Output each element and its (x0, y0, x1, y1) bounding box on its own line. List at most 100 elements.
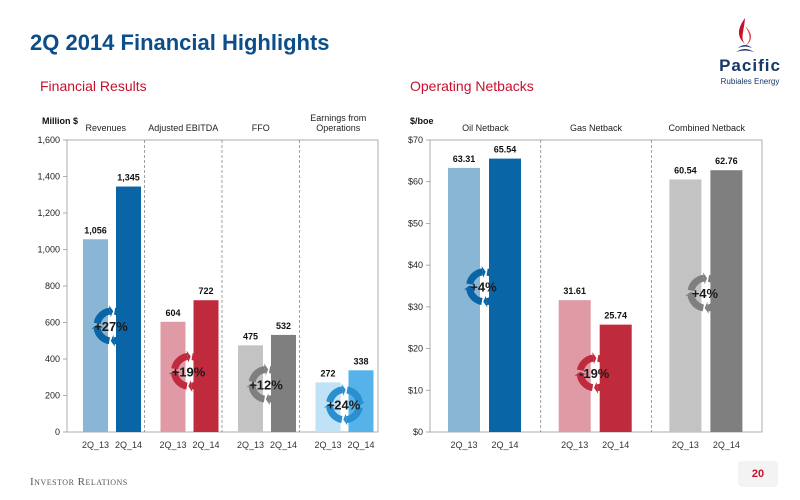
chart0-group1-value-label-1: 722 (198, 286, 213, 296)
chart0-group1-arrowhead-icon (188, 380, 193, 393)
chart0-group0-name: Revenues (85, 123, 126, 133)
chart1-group0-arrowhead-icon (481, 266, 486, 278)
chart1-group2-cycle-arrow-icon (687, 274, 705, 292)
chart1-group2-x-tick-label-1: 2Q_14 (713, 440, 740, 450)
chart0-group2-x-tick-label-0: 2Q_13 (237, 440, 264, 450)
chart0-group1-value-label-0: 604 (165, 308, 180, 318)
chart0-group0-value-label-0: 1,056 (84, 225, 107, 235)
chart1-group2-cycle-arrow-icon (707, 274, 725, 292)
chart0-group2-name: FFO (252, 123, 270, 133)
chart1-group1-cycle-arrow-icon (596, 354, 614, 372)
chart1-group0-arrowhead-icon (463, 285, 476, 290)
chart1-group0-x-tick-label-0: 2Q_13 (450, 440, 477, 450)
chart0-y-tick-label: 1,000 (37, 245, 60, 255)
chart0-group3-cycle-arrow-icon (326, 386, 344, 404)
chart0-group3-name-line2: Operations (316, 123, 361, 133)
chart1-group2-arrowhead-icon (704, 302, 709, 314)
chart0-y-tick-label: 600 (45, 318, 60, 328)
page-number: 20 (738, 461, 778, 487)
chart0-group3-arrowhead-icon (341, 383, 346, 396)
chart1-group2-value-label-1: 62.76 (715, 156, 738, 166)
chart0-group1-arrowhead-icon (168, 370, 181, 375)
footer-label: Investor Relations (30, 476, 128, 488)
chart1-y-axis-label: $/boe (410, 116, 434, 126)
chart0-group0-cycle-arrow-icon (113, 327, 131, 345)
chart0-group1-cycle-arrow-icon (171, 372, 188, 390)
chart0-group2-cycle-arrow-icon (248, 366, 266, 383)
chart0-group3-cycle-arrow-icon (346, 386, 363, 404)
chart1-group1-x-tick-label-1: 2Q_14 (602, 440, 629, 450)
chart0-group0-arrowhead-icon (120, 323, 133, 328)
chart0-group0-change-label: +27% (94, 319, 128, 334)
chart0-y-tick-label: 1,200 (37, 208, 60, 218)
chart0-group1-cycle-arrow-icon (191, 353, 208, 371)
chart0-group2-value-label-1: 532 (276, 321, 291, 331)
chart0-group1-x-tick-label-0: 2Q_13 (159, 440, 186, 450)
chart0-y-tick-label: 400 (45, 354, 60, 364)
chart1-y-tick-label: $30 (408, 302, 423, 312)
chart1-group0-cycle-arrow-icon (485, 288, 503, 306)
chart0-group2-arrowhead-icon (246, 383, 259, 388)
chart0-group2-cycle-arrow-icon (248, 385, 266, 403)
chart1-group1-value-label-1: 25.74 (604, 311, 627, 321)
chart1-plot-frame (429, 139, 763, 433)
chart1-group1-cycle-arrow-icon (576, 374, 594, 392)
chart1-group0-cycle-arrow-icon (466, 268, 484, 286)
chart0-group2-change-label: +12% (249, 377, 283, 392)
chart1-y-tick-label: $10 (408, 385, 423, 395)
chart1-y-tick-label: $60 (408, 177, 423, 187)
chart0-group1-arrowhead-icon (186, 350, 191, 363)
chart1-group1-cycle-arrow-icon (576, 354, 594, 372)
chart1-group1-value-label-0: 31.61 (563, 286, 586, 296)
chart1-group0-cycle-arrow-icon (486, 268, 503, 286)
chart0-group0-value-label-1: 1,345 (117, 173, 140, 183)
chart1-group1-change-label: -19% (579, 366, 610, 381)
chart0-group2-x-tick-label-1: 2Q_14 (270, 440, 297, 450)
chart0-group3-arrowhead-icon (323, 403, 336, 408)
chart1-group1-arrowhead-icon (594, 381, 599, 394)
chart1-group2-arrowhead-icon (685, 291, 697, 296)
chart0-y-axis-label: Million $ (42, 116, 78, 126)
chart1-group0-arrowhead-icon (483, 295, 488, 308)
chart1-y-tick-label: $20 (408, 344, 423, 354)
chart1-group0-cycle-arrow-icon (466, 287, 483, 305)
chart0-group3-x-tick-label-1: 2Q_14 (347, 440, 374, 450)
chart0-group3-change-label: +24% (327, 398, 361, 413)
chart1-group2-value-label-0: 60.54 (674, 165, 697, 175)
logo-wordmark: Pacific (719, 56, 781, 75)
financial-results-heading: Financial Results (40, 78, 147, 94)
chart0-group2-cycle-arrow-icon (268, 385, 286, 403)
chart0-group1-name: Adjusted EBITDA (148, 123, 218, 133)
chart1-group0-arrowhead-icon (493, 283, 506, 288)
chart1-group1-x-tick-label-0: 2Q_13 (561, 440, 588, 450)
chart1-group1-name: Gas Netback (570, 123, 623, 133)
chart0-group1-cycle-arrow-icon (190, 373, 208, 390)
chart0-group3-cycle-arrow-icon (345, 406, 363, 424)
chart0-y-tick-label: 0 (55, 427, 60, 437)
chart1-group0-value-label-0: 63.31 (453, 154, 476, 164)
chart1-group2-name: Combined Netback (668, 123, 745, 133)
chart0-group3-value-label-0: 272 (320, 368, 335, 378)
chart0-y-tick-label: 1,400 (37, 172, 60, 182)
chart1-group0-change-label: +4% (470, 280, 497, 295)
chart0-group3-name-line1: Earnings from (310, 113, 366, 123)
chart1-group1-cycle-arrow-icon (596, 374, 614, 392)
chart1-group2-arrowhead-icon (703, 272, 708, 285)
page-title: 2Q 2014 Financial Highlights (30, 30, 330, 55)
chart0-group2-arrowhead-icon (275, 381, 288, 386)
chart1-group0-name: Oil Netback (462, 123, 509, 133)
chart1-group2-x-tick-label-0: 2Q_13 (672, 440, 699, 450)
chart0-group3-arrowhead-icon (343, 413, 348, 426)
chart0-group0-arrowhead-icon (91, 324, 104, 329)
pacific-flame-logo-icon (736, 18, 754, 52)
operating-netbacks-heading: Operating Netbacks (410, 78, 534, 94)
chart1-group0-x-tick-label-1: 2Q_14 (491, 440, 518, 450)
chart1-group2-cycle-arrow-icon (707, 294, 725, 312)
chart1-group2-cycle-arrow-icon (687, 294, 705, 312)
chart1-y-tick-label: $50 (408, 218, 423, 228)
chart0-group3-value-label-1: 338 (353, 356, 368, 366)
chart0-group0-bar-1 (116, 186, 141, 432)
chart0-group1-arrowhead-icon (198, 368, 211, 373)
chart0-group3-arrowhead-icon (353, 401, 366, 406)
